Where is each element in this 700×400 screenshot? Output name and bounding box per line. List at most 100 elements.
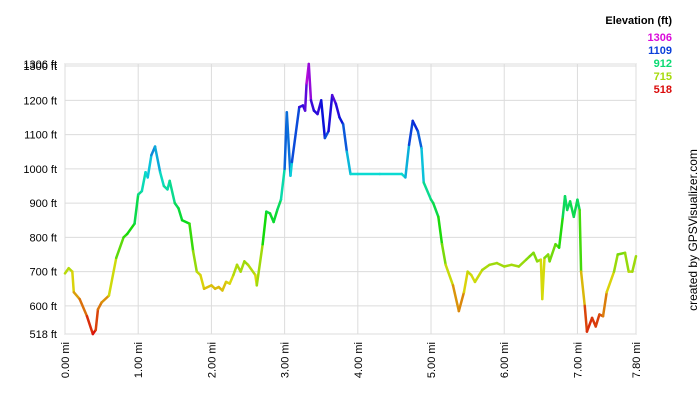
y-tick-label: 1300 ft (23, 61, 57, 73)
profile-segment (444, 263, 455, 287)
profile-segment (290, 105, 301, 164)
profile-segment (246, 263, 257, 277)
profile-segment (334, 102, 341, 119)
profile-segment (255, 242, 264, 287)
profile-segment (548, 242, 557, 263)
profile-segment (319, 99, 327, 140)
profile-segment (404, 143, 411, 179)
profile-segment (420, 147, 425, 184)
profile-segment (416, 129, 423, 150)
legend-value: 1306 (648, 32, 672, 44)
profile-segment (158, 171, 166, 188)
profile-segment (437, 215, 444, 246)
profile-segment (407, 119, 414, 147)
profile-segment (168, 179, 177, 205)
x-tick-label: 3.00 mi (280, 342, 292, 378)
profile-segment (323, 129, 330, 140)
x-tick-label: 5.00 mi (426, 342, 438, 378)
profile-segment (612, 253, 619, 273)
legend-value: 715 (654, 71, 672, 83)
profile-segment (457, 290, 466, 313)
profile-segment (601, 290, 608, 318)
profile-segment (303, 81, 308, 112)
profile-segment (631, 254, 638, 273)
x-tick-label: 4.00 mi (353, 342, 365, 378)
profile-segment (96, 301, 103, 311)
profile-segment (272, 208, 279, 224)
profile-segment (345, 150, 352, 176)
profile-segment (94, 308, 100, 332)
profile-segment (309, 99, 316, 112)
profile-segment (422, 181, 433, 201)
y-tick-label: 1200 ft (23, 95, 57, 107)
profile-segment (517, 258, 528, 268)
profile-segment (228, 273, 235, 285)
x-tick-label: 7.00 mi (572, 342, 584, 378)
y-tick-label: 600 ft (29, 301, 57, 313)
profile-segment (239, 260, 246, 273)
profile-segment (327, 93, 334, 133)
profile-segment (279, 167, 286, 201)
profile-segment (473, 268, 484, 284)
profile-segment (188, 222, 195, 253)
profile-segment (451, 284, 461, 313)
profile-segment (488, 261, 499, 267)
x-tick-label: 2.00 mi (206, 342, 218, 378)
profile-segment (180, 218, 191, 225)
x-tick-label: 7.80 mi (631, 342, 643, 378)
profile-segment (576, 198, 581, 212)
profile-segment (146, 153, 153, 179)
x-tick-label: 6.00 mi (499, 342, 511, 378)
profile-segment (495, 261, 506, 268)
y-tick-label: 1100 ft (24, 130, 57, 142)
profile-segment (100, 294, 111, 304)
profile-segment (502, 263, 513, 268)
profile-segment (541, 256, 546, 301)
profile-segment (85, 314, 95, 336)
y-tick-label: 1306 ft (23, 59, 57, 71)
profile-segment (232, 263, 239, 277)
plot-frame (64, 63, 637, 335)
y-tick-label: 700 ft (29, 267, 57, 279)
profile-segment (307, 62, 313, 102)
profile-segment (125, 222, 136, 236)
profile-segment (431, 201, 440, 219)
credit: created by GPSVisualizer.com (686, 149, 700, 311)
profile-segment (605, 270, 616, 294)
profile-segment (462, 270, 469, 294)
profile-segment (579, 270, 587, 308)
y-tick-label: 518 ft (29, 329, 57, 341)
legend-title: Elevation (ft) (605, 15, 672, 27)
profile-segment (140, 171, 147, 193)
profile-segment (133, 193, 140, 225)
y-tick-label: 1000 ft (23, 164, 57, 176)
legend-value: 518 (654, 84, 672, 96)
profile-segment (510, 263, 521, 268)
profile-segment (191, 249, 199, 273)
x-tick-label: 1.00 mi (133, 342, 145, 378)
profile-segment (107, 256, 118, 297)
profile-segment (78, 297, 89, 318)
y-tick-label: 800 ft (29, 232, 57, 244)
profile-segment (72, 290, 81, 301)
profile-segment (585, 316, 594, 333)
legend-value: 912 (654, 58, 672, 70)
profile-segment (177, 207, 184, 222)
profile-segment (338, 116, 345, 126)
profile-segment (276, 198, 283, 212)
profile-segment (440, 242, 447, 267)
profile-segment (616, 251, 627, 256)
profile-segment (221, 280, 228, 292)
profile-segment (594, 313, 601, 328)
profile-segment (285, 111, 292, 177)
profile-segment (330, 93, 338, 105)
profile-segment (532, 251, 539, 263)
profile-segment (341, 123, 349, 153)
profile-segment (202, 284, 213, 291)
x-tick-label: 0.00 mi (60, 342, 72, 378)
profile-segment (583, 304, 589, 333)
y-tick-label: 900 ft (29, 198, 57, 210)
legend-value: 1109 (648, 45, 672, 57)
profile-segment (71, 270, 76, 294)
